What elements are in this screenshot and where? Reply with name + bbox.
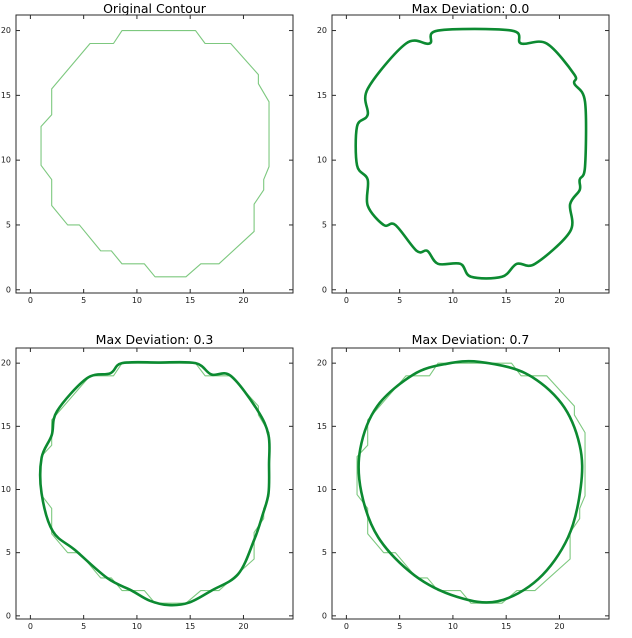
- svg-text:10: 10: [448, 622, 458, 631]
- svg-text:20: 20: [554, 622, 564, 631]
- max-deviation-0.3-plot: 0 5 10 15 20 0 5 10 15 20: [1, 347, 294, 631]
- series-smoothed-contour-dev-0.0: [354, 27, 588, 280]
- svg-text:5: 5: [397, 622, 402, 631]
- svg-text:20: 20: [317, 359, 327, 368]
- svg-text:20: 20: [238, 296, 248, 305]
- svg-text:5: 5: [81, 296, 86, 305]
- svg-text:15: 15: [1, 91, 11, 100]
- svg-text:0: 0: [344, 296, 349, 305]
- svg-text:5: 5: [81, 622, 86, 631]
- svg-text:0: 0: [28, 296, 33, 305]
- series-original-contour: [40, 362, 270, 604]
- plot-title-max-deviation-0.7: Max Deviation: 0.7: [411, 332, 530, 347]
- panel-max-deviation-0.0: Max Deviation: 0.0 0 5 10 15 20 0 5 10 15 20: [316, 0, 632, 319]
- max-deviation-0.0-plot: 0 5 10 15 20 0 5 10 15 20: [317, 14, 610, 305]
- svg-text:10: 10: [132, 622, 142, 631]
- svg-text:10: 10: [317, 156, 327, 165]
- svg-text:20: 20: [317, 26, 327, 35]
- plot-title-max-deviation-0.0: Max Deviation: 0.0: [411, 1, 530, 16]
- series-original-contour: [356, 362, 586, 604]
- svg-text:15: 15: [317, 422, 327, 431]
- svg-text:15: 15: [501, 622, 511, 631]
- svg-text:15: 15: [501, 296, 511, 305]
- plot-title-max-deviation-0.3: Max Deviation: 0.3: [95, 332, 214, 347]
- panel-max-deviation-0.7: Max Deviation: 0.7 0 5 10 15 20 0 5 10 15 20: [316, 319, 632, 638]
- original-contour-plot: 0 5 10 15 20 0 5 10 15 20: [1, 14, 294, 305]
- svg-text:5: 5: [397, 296, 402, 305]
- svg-text:0: 0: [322, 285, 327, 294]
- svg-text:5: 5: [322, 220, 327, 229]
- svg-text:20: 20: [1, 26, 11, 35]
- plot-title-original-contour: Original Contour: [103, 1, 206, 16]
- svg-text:10: 10: [1, 485, 11, 494]
- svg-text:15: 15: [185, 622, 195, 631]
- svg-text:5: 5: [6, 220, 11, 229]
- max-deviation-0.7-plot: 0 5 10 15 20 0 5 10 15 20: [317, 347, 610, 631]
- series-smoothed-contour-dev-0.7: [357, 359, 584, 604]
- svg-text:0: 0: [6, 611, 11, 620]
- svg-text:10: 10: [132, 296, 142, 305]
- panel-original-contour: Original Contour 0 5 10 15 20 0 5 10 15 20: [0, 0, 316, 319]
- svg-text:0: 0: [6, 285, 11, 294]
- svg-text:0: 0: [28, 622, 33, 631]
- svg-text:0: 0: [322, 611, 327, 620]
- svg-text:10: 10: [317, 485, 327, 494]
- svg-text:5: 5: [6, 548, 11, 557]
- svg-text:15: 15: [317, 91, 327, 100]
- svg-text:5: 5: [322, 548, 327, 557]
- svg-text:20: 20: [1, 359, 11, 368]
- svg-text:10: 10: [1, 156, 11, 165]
- svg-text:0: 0: [344, 622, 349, 631]
- series-original-contour: [40, 30, 270, 278]
- svg-text:10: 10: [448, 296, 458, 305]
- panel-max-deviation-0.3: Max Deviation: 0.3 0 5 10 15 20 0 5 10 15 20: [0, 319, 316, 638]
- svg-text:15: 15: [1, 422, 11, 431]
- series-smoothed-contour-dev-0.3: [38, 360, 271, 607]
- svg-text:20: 20: [554, 296, 564, 305]
- svg-text:15: 15: [185, 296, 195, 305]
- svg-text:20: 20: [238, 622, 248, 631]
